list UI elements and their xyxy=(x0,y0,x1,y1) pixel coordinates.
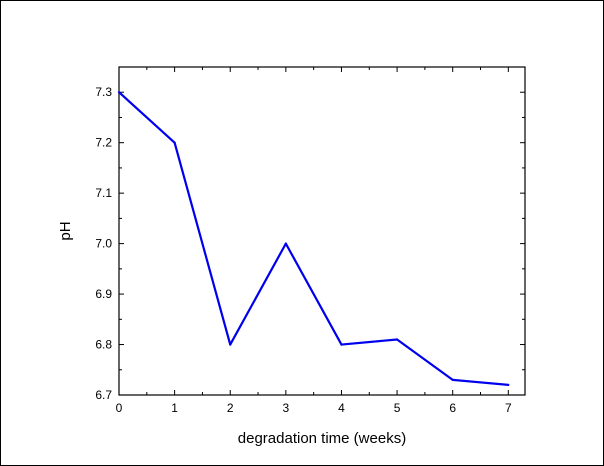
series-line-segment xyxy=(340,338,399,346)
y-axis-title: pH xyxy=(57,221,74,240)
x-tick-label: 5 xyxy=(394,401,401,415)
x-axis: 0 1 2 3 4 5 6 7 xyxy=(116,67,512,415)
y-tick-label: 7.2 xyxy=(95,136,112,150)
y-tick-label: 6.8 xyxy=(95,338,112,352)
y-tick-label: 7.3 xyxy=(95,85,112,99)
x-axis-title: degradation time (weeks) xyxy=(238,430,406,447)
plot-area xyxy=(118,66,526,396)
y-tick-label: 7.0 xyxy=(95,237,112,251)
x-tick-label: 6 xyxy=(449,401,456,415)
y-axis: 6.7 6.8 6.9 7.0 7.1 7.2 7.3 xyxy=(95,66,525,402)
series-layer xyxy=(117,91,510,387)
series-line-segment xyxy=(173,141,232,346)
x-tick-label: 0 xyxy=(116,401,123,415)
x-tick-label: 2 xyxy=(227,401,234,415)
series-line-segment xyxy=(229,242,287,346)
series-line-segment xyxy=(284,242,343,346)
x-tick-label: 4 xyxy=(338,401,345,415)
y-tick-label: 7.1 xyxy=(95,186,112,200)
x-tick-label: 3 xyxy=(283,401,290,415)
x-tick-label: 1 xyxy=(171,401,178,415)
series-line-segment xyxy=(395,338,454,381)
series-line-segment xyxy=(451,378,510,387)
y-tick-label: 6.9 xyxy=(95,287,112,301)
series-line-segment xyxy=(117,91,176,144)
x-tick-label: 7 xyxy=(505,401,512,415)
y-tick-label: 6.7 xyxy=(95,388,112,402)
